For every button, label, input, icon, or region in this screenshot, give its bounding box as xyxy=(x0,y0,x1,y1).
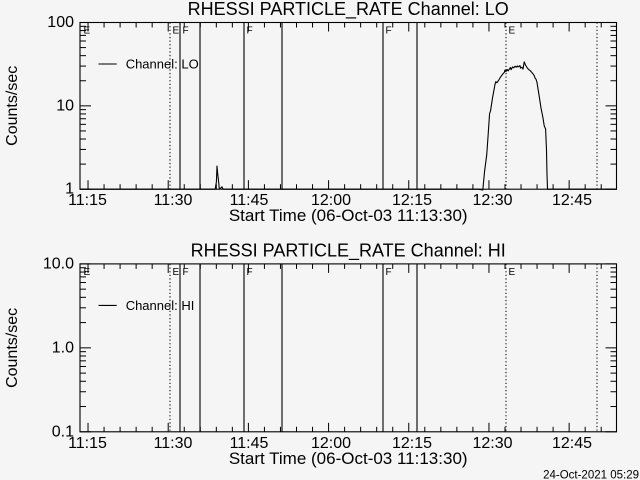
svg-text:11:30: 11:30 xyxy=(154,435,193,452)
svg-text:E: E xyxy=(509,267,516,278)
svg-text:Start Time (06-Oct-03 11:13:30: Start Time (06-Oct-03 11:13:30) xyxy=(229,206,468,225)
svg-text:F: F xyxy=(386,26,392,37)
svg-text:RHESSI PARTICLE_RATE Channel:: RHESSI PARTICLE_RATE Channel: LO xyxy=(188,0,509,20)
svg-text:F: F xyxy=(183,267,189,278)
svg-text:E: E xyxy=(173,26,180,37)
svg-text:Counts/sec: Counts/sec xyxy=(4,66,21,146)
svg-text:F: F xyxy=(247,267,253,278)
svg-text:F: F xyxy=(183,26,189,37)
svg-text:11:15: 11:15 xyxy=(68,435,107,452)
svg-text:E: E xyxy=(84,26,91,37)
svg-text:E: E xyxy=(84,267,91,278)
svg-text:24-Oct-2021 05:29: 24-Oct-2021 05:29 xyxy=(543,469,639,480)
svg-text:10.0: 10.0 xyxy=(43,255,74,272)
svg-text:12:45: 12:45 xyxy=(552,435,592,452)
svg-text:Channel: HI: Channel: HI xyxy=(126,298,195,313)
svg-text:F: F xyxy=(247,26,253,37)
svg-text:E: E xyxy=(509,26,516,37)
svg-text:E: E xyxy=(173,267,180,278)
svg-text:Channel: LO: Channel: LO xyxy=(126,57,199,72)
svg-text:10: 10 xyxy=(56,97,74,114)
svg-text:1.0: 1.0 xyxy=(52,339,74,356)
svg-text:11:30: 11:30 xyxy=(154,192,193,209)
svg-text:12:30: 12:30 xyxy=(472,192,512,209)
svg-text:F: F xyxy=(386,267,392,278)
svg-text:100: 100 xyxy=(47,14,74,31)
svg-text:12:30: 12:30 xyxy=(472,435,512,452)
svg-text:11:15: 11:15 xyxy=(68,192,107,209)
svg-text:RHESSI PARTICLE_RATE Channel:: RHESSI PARTICLE_RATE Channel: HI xyxy=(191,240,506,261)
svg-text:Counts/sec: Counts/sec xyxy=(4,308,21,388)
svg-text:12:45: 12:45 xyxy=(552,192,592,209)
svg-text:Start Time (06-Oct-03 11:13:30: Start Time (06-Oct-03 11:13:30) xyxy=(229,449,468,468)
